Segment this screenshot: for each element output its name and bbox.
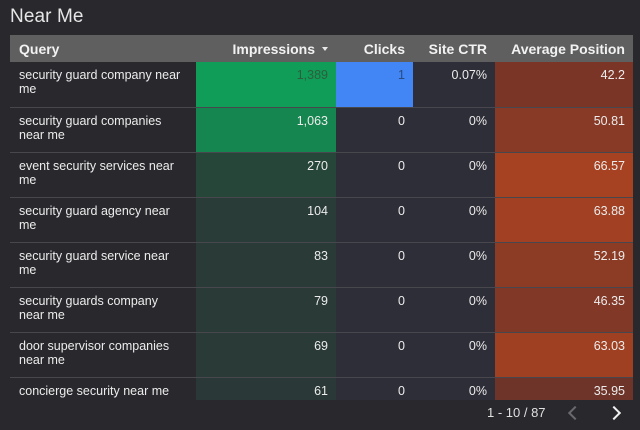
cell-query: security guard service near me xyxy=(10,243,196,287)
table-row[interactable]: security guard agency near me 104 0 0% 63.88 xyxy=(10,197,633,242)
cell-site-ctr: 0% xyxy=(413,378,495,400)
column-header-average-position[interactable]: Average Position xyxy=(511,40,625,57)
cell-impressions: 69 xyxy=(196,333,336,377)
table-row[interactable]: security guard companies near me 1,063 0 0%… xyxy=(10,107,633,152)
cell-impressions: 61 xyxy=(196,378,336,400)
cell-impressions: 104 xyxy=(196,198,336,242)
chevron-right-icon xyxy=(606,405,622,421)
column-header-site-ctr[interactable]: Site CTR xyxy=(428,40,487,57)
table-row[interactable]: door supervisor companies near me 69 0 0% 63… xyxy=(10,332,633,377)
data-table: Query Impressions Clicks Site CTR Averag… xyxy=(10,35,633,400)
table-row[interactable]: security guard company near me 1,389 1 0.07… xyxy=(10,62,633,107)
cell-average-position: 66.57 xyxy=(495,153,633,197)
cell-average-position: 50.81 xyxy=(495,108,633,152)
cell-query: security guard company near me xyxy=(10,62,196,107)
cell-clicks: 0 xyxy=(336,288,413,332)
table-header: Query Impressions Clicks Site CTR Averag… xyxy=(10,35,633,62)
cell-query: security guard companies near me xyxy=(10,108,196,152)
sort-desc-icon xyxy=(322,46,328,51)
cell-clicks: 0 xyxy=(336,108,413,152)
column-header-query[interactable]: Query xyxy=(19,40,60,57)
cell-impressions: 1,389 xyxy=(196,62,336,107)
cell-impressions: 83 xyxy=(196,243,336,287)
cell-site-ctr: 0% xyxy=(413,243,495,287)
cell-impressions: 270 xyxy=(196,153,336,197)
cell-clicks: 0 xyxy=(336,333,413,377)
column-header-impressions[interactable]: Impressions xyxy=(196,35,336,62)
cell-average-position: 46.35 xyxy=(495,288,633,332)
cell-average-position: 63.03 xyxy=(495,333,633,377)
cell-site-ctr: 0.07% xyxy=(413,62,495,107)
cell-average-position: 63.88 xyxy=(495,198,633,242)
cell-site-ctr: 0% xyxy=(413,198,495,242)
next-page-button[interactable] xyxy=(606,401,622,424)
cell-query: event security services near me xyxy=(10,153,196,197)
cell-query: security guards company near me xyxy=(10,288,196,332)
chevron-left-icon xyxy=(567,405,583,421)
cell-average-position: 42.2 xyxy=(495,62,633,107)
cell-impressions: 79 xyxy=(196,288,336,332)
pagination: 1 - 10 / 87 xyxy=(0,404,640,426)
prev-page-button[interactable] xyxy=(567,401,583,424)
cell-site-ctr: 0% xyxy=(413,288,495,332)
cell-query: concierge security near me xyxy=(10,378,196,400)
cell-query: door supervisor companies near me xyxy=(10,333,196,377)
cell-clicks: 0 xyxy=(336,378,413,400)
cell-site-ctr: 0% xyxy=(413,153,495,197)
column-header-clicks[interactable]: Clicks xyxy=(363,40,405,57)
cell-site-ctr: 0% xyxy=(413,333,495,377)
cell-clicks: 0 xyxy=(336,153,413,197)
table-body: security guard company near me 1,389 1 0.07… xyxy=(10,62,633,400)
table-title: Near Me xyxy=(10,6,84,27)
cell-impressions: 1,063 xyxy=(196,108,336,152)
cell-clicks: 0 xyxy=(336,198,413,242)
table-row[interactable]: security guards company near me 79 0 0% 46.3… xyxy=(10,287,633,332)
cell-clicks: 1 xyxy=(336,62,413,107)
cell-clicks: 0 xyxy=(336,243,413,287)
cell-average-position: 52.19 xyxy=(495,243,633,287)
table-row[interactable]: event security services near me 270 0 0% 66.… xyxy=(10,152,633,197)
pagination-range: 1 - 10 / 87 xyxy=(487,405,546,420)
table-row[interactable]: security guard service near me 83 0 0% 52.19 xyxy=(10,242,633,287)
cell-site-ctr: 0% xyxy=(413,108,495,152)
cell-average-position: 35.95 xyxy=(495,378,633,400)
cell-query: security guard agency near me xyxy=(10,198,196,242)
table-row[interactable]: concierge security near me 61 0 0% 35.95 xyxy=(10,377,633,400)
